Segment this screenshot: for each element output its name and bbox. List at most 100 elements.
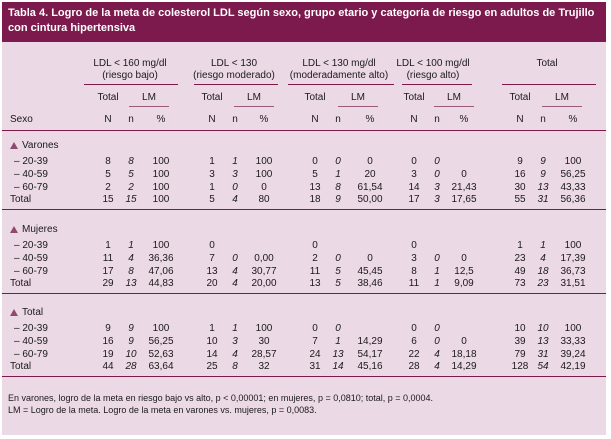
table-cell: 15	[102, 194, 114, 206]
table-cell: 4	[434, 361, 440, 373]
table-cell: 1	[335, 168, 341, 180]
table-cell: 1	[335, 335, 341, 347]
group-header-line1: LDL < 100 mg/dl	[396, 58, 470, 69]
group-header-line2: (riesgo bajo)	[102, 70, 158, 81]
table-cell: 3	[411, 252, 417, 264]
table-cell: 47,06	[148, 265, 174, 277]
table-cell: 28	[125, 361, 137, 373]
lm-rule	[129, 106, 169, 107]
table-cell: 12,5	[454, 265, 474, 277]
table-cell: 19	[102, 348, 114, 360]
table-cell: 1	[105, 240, 111, 251]
table-cell: 0	[461, 335, 467, 347]
header-bottom-rule	[2, 130, 606, 131]
table-cell: 10	[125, 348, 137, 360]
column-header: N	[208, 114, 216, 125]
table-cell: 0	[411, 156, 417, 167]
table-cell: 18	[537, 265, 549, 277]
subheader-total: Total	[509, 92, 531, 103]
table-cell: 20	[206, 278, 218, 290]
column-header: N	[311, 114, 319, 125]
table-cell: 56,25	[560, 168, 586, 180]
table-cell: 0,00	[254, 252, 274, 264]
group-header-line1: LDL < 160 mg/dl	[93, 58, 167, 69]
table-cell: 6	[411, 335, 417, 347]
table-cell: 14,29	[451, 361, 477, 373]
table-cell: 14	[332, 361, 344, 373]
table-cell: 4	[232, 194, 238, 206]
column-header: %	[568, 114, 578, 125]
subheader-total: Total	[97, 92, 119, 103]
table-cell: 1	[434, 265, 440, 277]
table-cell: 1	[434, 278, 440, 290]
table-cell: 79	[514, 348, 526, 360]
table-cell: 61,54	[357, 181, 383, 193]
footnote: En varones, logro de la meta en riesgo b…	[8, 393, 434, 403]
table-cell: 100	[152, 194, 170, 206]
column-header: n	[335, 114, 341, 125]
column-header: n	[540, 114, 546, 125]
lm-rule	[434, 106, 474, 107]
table-cell: 8	[411, 265, 417, 277]
table-cell: 33,33	[560, 335, 586, 347]
table-cell: 0	[312, 240, 318, 251]
table-cell: 1	[128, 240, 134, 251]
table-cell: 5	[209, 194, 215, 206]
table-cell: 0	[434, 252, 440, 264]
table-cell: 15	[125, 194, 137, 206]
table-cell: 9	[517, 156, 523, 167]
lm-rule	[338, 106, 378, 107]
table-cell: 11	[309, 265, 321, 277]
row-label: – 60-79	[14, 348, 48, 360]
table-cell: 100	[255, 168, 273, 180]
table-cell: 8	[128, 156, 134, 167]
column-header: n	[434, 114, 440, 125]
subheader-total: Total	[403, 92, 425, 103]
table-cell: 100	[564, 323, 582, 334]
table-cell: 17	[408, 194, 420, 206]
table-cell: 18	[309, 194, 321, 206]
table-cell: 30	[258, 335, 270, 347]
table-cell: 1	[232, 156, 238, 167]
group-header-rule	[194, 84, 278, 85]
subheader-total: Total	[304, 92, 326, 103]
group-header-line2: (riesgo alto)	[406, 70, 460, 81]
table-cell: 5	[312, 168, 318, 180]
table-cell: 18,18	[451, 348, 477, 360]
table-cell: 13	[332, 348, 344, 360]
table-cell: 36,73	[560, 265, 586, 277]
table-cell: 13	[125, 278, 137, 290]
table-cell: 45,45	[357, 265, 383, 277]
table-cell: 0	[261, 181, 267, 193]
table-title-bar: Tabla 4. Logro de la meta de colesterol …	[2, 2, 606, 42]
table-cell: 128	[511, 361, 529, 373]
table-cell: 22	[408, 348, 420, 360]
group-header-rule	[502, 84, 596, 85]
group-header-line1: LDL < 130	[210, 58, 258, 69]
group-header-line1: Total	[536, 58, 558, 69]
table-cell: 9	[540, 156, 546, 167]
section-bottom-rule	[2, 293, 606, 295]
table-cell: 16	[102, 335, 114, 347]
table-cell: 55	[514, 194, 526, 206]
column-header: %	[459, 114, 469, 125]
row-label: Total	[10, 361, 32, 373]
table-cell: 0	[232, 252, 238, 264]
table-cell: 31	[309, 361, 321, 373]
table-cell: 100	[152, 168, 170, 180]
table-cell: 3	[232, 335, 238, 347]
table-container: Tabla 4. Logro de la meta de colesterol …	[2, 2, 606, 435]
section-title: Varones	[22, 140, 59, 151]
section-marker-icon	[10, 309, 18, 316]
table-cell: 44,83	[148, 278, 174, 290]
table-cell: 17	[102, 265, 114, 277]
table-cell: 5	[335, 265, 341, 277]
table-cell: 30,77	[251, 265, 277, 277]
table-cell: 30	[514, 181, 526, 193]
table-cell: 13	[309, 181, 321, 193]
table-cell: 23	[537, 278, 549, 290]
subheader-lm: LM	[447, 92, 461, 103]
table-cell: 4	[232, 265, 238, 277]
table-cell: 14	[206, 348, 218, 360]
table-cell: 100	[564, 240, 582, 251]
